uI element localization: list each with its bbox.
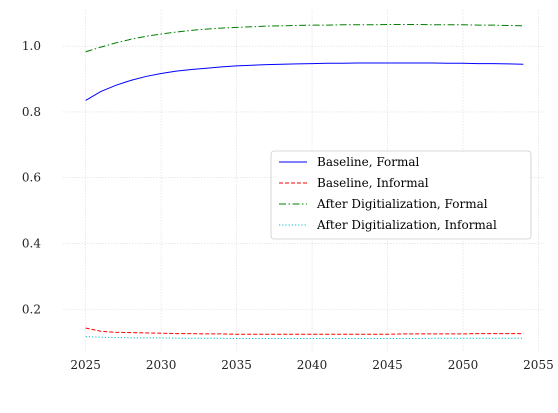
y-tick-label: 0.2 [22,302,41,316]
y-axis-ticks: 0.2 0.4 0.6 0.8 1.0 [22,39,41,316]
legend-label-3: After Digitialization, Informal [316,218,497,232]
x-tick-label: 2045 [372,358,403,372]
x-tick-label: 2055 [523,358,554,372]
legend-label-0: Baseline, Formal [317,155,420,169]
legend-label-1: Baseline, Informal [317,176,429,190]
series-line-1 [85,327,524,335]
x-tick-label: 2030 [146,358,177,372]
legend: Baseline, Formal Baseline, Informal After … [270,150,532,240]
legend-label-2: After Digitialization, Formal [316,197,488,211]
x-axis-ticks: 2025 2030 2035 2040 2045 2050 2055 [70,358,553,372]
series-lines [85,23,524,340]
series-line-0 [85,62,524,101]
x-tick-label: 2050 [448,358,479,372]
y-tick-label: 0.4 [22,236,41,250]
y-tick-label: 1.0 [22,39,41,53]
series-line-3 [85,336,524,340]
series-line-2 [85,23,524,53]
legend-frame [270,150,532,240]
y-tick-label: 0.6 [22,171,41,185]
x-tick-label: 2025 [70,358,101,372]
y-tick-label: 0.8 [22,105,41,119]
x-tick-label: 2040 [297,358,328,372]
x-tick-label: 2035 [221,358,252,372]
